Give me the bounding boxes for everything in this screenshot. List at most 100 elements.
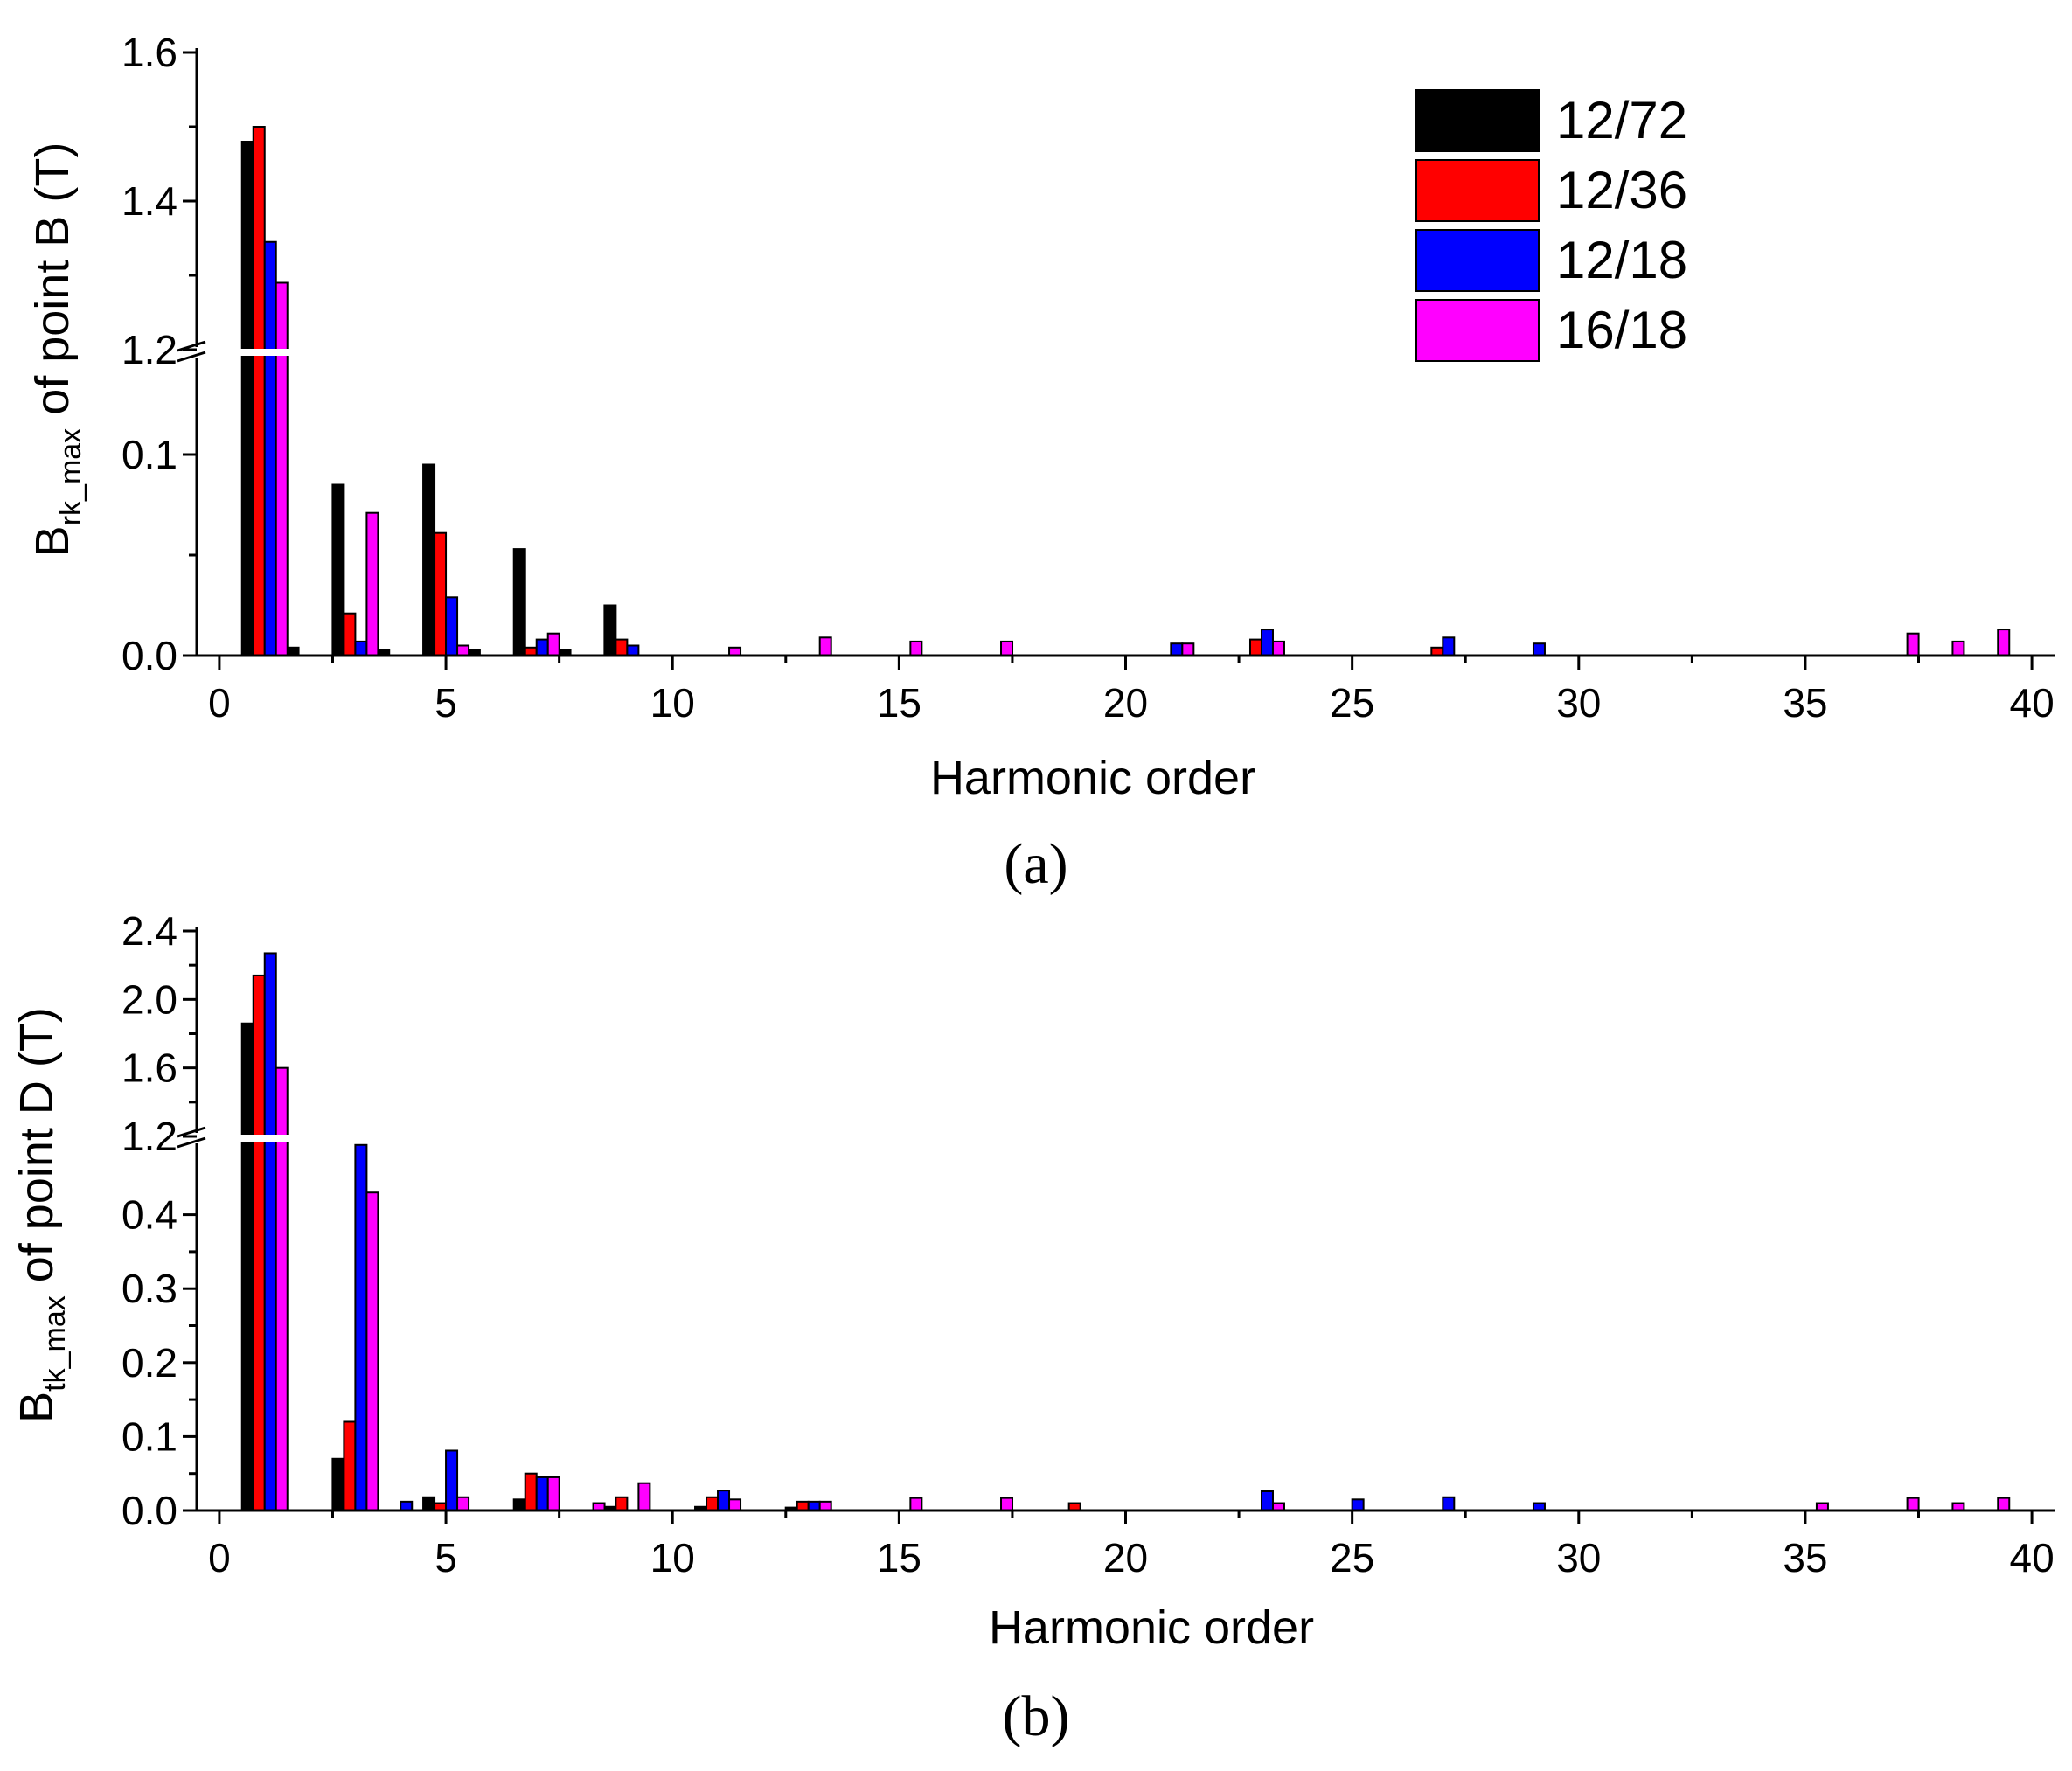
panel-b-y-tick-label: 2.4 (122, 908, 177, 954)
panel-a-bar (535, 638, 549, 656)
panel-a-x-tick-label: 30 (1556, 680, 1601, 726)
panel-b-y-axis-title-rest: of point D (T) (10, 1007, 63, 1295)
panel-b-bar (365, 1191, 379, 1511)
panel-b-bar (275, 1066, 289, 1511)
panel-a-bar (1997, 629, 2011, 656)
panel-b-x-tick-label: 5 (435, 1535, 457, 1580)
panel-b-x-tick-label: 25 (1330, 1535, 1374, 1580)
panel-b-bar (909, 1497, 923, 1512)
legend-swatch-12-18 (1415, 229, 1540, 292)
panel-b-bar (706, 1496, 720, 1511)
panel-b-y-tick-label: 1.2 (122, 1114, 177, 1159)
panel-a-bar (1442, 636, 1456, 656)
panel-b-x-tick-label: 20 (1103, 1535, 1148, 1580)
panel-a-x-axis-title: Harmonic order (930, 752, 1255, 804)
panel-b-bar (512, 1498, 526, 1512)
panel-b-bar (400, 1500, 414, 1512)
panel-a-x-tick-label: 35 (1783, 680, 1827, 726)
panel-a-bar (422, 463, 436, 656)
panel-b-bar (1906, 1497, 1920, 1512)
panel-a-y-tick-label: 0.0 (122, 633, 177, 678)
panel-b-x-tick-label: 35 (1783, 1535, 1827, 1580)
panel-b-bar (535, 1476, 549, 1512)
panel-b-bar (252, 974, 266, 1511)
panel-b-label: (b) (1003, 1684, 1070, 1748)
panel-a-x-tick-label: 15 (877, 680, 921, 726)
panel-a-label: (a) (1004, 832, 1067, 896)
panel-a-bar (252, 126, 266, 656)
panel-b-y-axis-title-sub: tk_max (38, 1295, 72, 1392)
panel-a-axis-break-mark (177, 351, 206, 363)
panel-b-x-tick-label: 15 (877, 1535, 921, 1580)
panel-b-bar (422, 1496, 436, 1511)
panel-a-y-axis-title-sub: rk_max (54, 428, 87, 525)
legend-label-12-36: 12/36 (1556, 161, 1687, 219)
panel-a-ticks: 0 5 10 15 20 25 30 35 40 0.0 0.1 1.2 1.4 1.6 (122, 30, 2055, 726)
panel-b-bar (456, 1496, 470, 1511)
panel-b-x-tick-label: 30 (1556, 1535, 1601, 1580)
legend-label-16-18: 16/18 (1556, 301, 1687, 359)
panel-b-ticks: 0 5 10 15 20 25 30 35 40 0.0 0.1 0.2 0.3 0.4 1.2 1.6 2.0… (122, 908, 2055, 1580)
panel-a-bar (445, 596, 459, 656)
panel-b-bar (796, 1500, 810, 1512)
panel-b-bars (188, 952, 2011, 1512)
legend-label-12-18: 12/18 (1556, 231, 1687, 289)
panel-a-bar (615, 638, 629, 656)
panel-a-x-tick-label: 25 (1330, 680, 1374, 726)
panel-b-y-tick-label: 1.6 (122, 1045, 177, 1091)
panel-b-bar (615, 1496, 629, 1511)
panel-a-bar (603, 604, 617, 656)
panel-a-bar (434, 531, 448, 657)
panel-b-bar (343, 1420, 357, 1511)
panel-a-axes (177, 48, 2055, 657)
panel-b-bar (728, 1498, 742, 1512)
panel-b-bar (546, 1476, 560, 1512)
panel-b-bar (807, 1500, 821, 1512)
panel-a-bar (1170, 642, 1184, 657)
panel-a-x-tick-label: 10 (650, 680, 695, 726)
panel-b-y-tick-label: 0.3 (122, 1266, 177, 1311)
panel-a-bar (1951, 640, 1965, 657)
panel-b-x-axis-title: Harmonic order (989, 1601, 1314, 1654)
panel-b-bar (1997, 1497, 2011, 1512)
panel-a-bar (1906, 632, 1920, 657)
panel-a-x-tick-label: 20 (1103, 680, 1148, 726)
panel-b-x-tick-label: 40 (2009, 1535, 2054, 1580)
panel-a-bar (1000, 640, 1014, 657)
panel-b-bar (717, 1490, 731, 1511)
panel-b-axis-break-mark (177, 1136, 206, 1149)
panel-a-x-tick-label: 5 (435, 680, 457, 726)
panel-b-bar (818, 1500, 832, 1512)
panel-a-bar (626, 644, 640, 656)
panel-a-bar (354, 640, 368, 657)
panel-a-y-tick-label: 1.2 (122, 327, 177, 372)
panel-b-y-tick-label: 0.0 (122, 1488, 177, 1533)
legend-swatch-12-36 (1415, 159, 1540, 222)
panel-a-bar (240, 141, 254, 656)
panel-b-axes (177, 927, 2055, 1512)
panel-a-bar (456, 644, 470, 656)
panel-a-bar (546, 632, 560, 657)
panel-b-bar (1442, 1496, 1456, 1511)
panel-b-bar (1000, 1497, 1014, 1512)
panel-a-bar (331, 483, 345, 656)
legend-label-12-72: 12/72 (1556, 91, 1687, 149)
panel-b-y-tick-label: 0.4 (122, 1192, 177, 1238)
panel-a-axis-break-gap (188, 349, 293, 356)
panel-b-bar (1351, 1498, 1365, 1512)
panel-a-bar (909, 640, 923, 657)
panel-a-y-tick-label: 1.4 (122, 178, 177, 224)
panel-a-bars (188, 126, 2011, 657)
panel-b-axis-break-gap (188, 1135, 293, 1142)
panel-a-bar (818, 636, 832, 656)
panel-a-x-tick-label: 40 (2009, 680, 2054, 726)
legend-swatch-12-72 (1415, 89, 1540, 152)
panel-b-bar (354, 1143, 368, 1511)
panel-b-y-axis-title-main: B (10, 1392, 63, 1423)
panel-a-bar (1181, 642, 1195, 657)
panel-a-y-axis-title: Brk_max of point B (T) (26, 142, 87, 558)
panel-a-bar (1271, 640, 1285, 657)
panel-a-bar (1532, 642, 1546, 657)
panel-b-y-tick-label: 2.0 (122, 976, 177, 1022)
panel-a-bar (1248, 638, 1262, 656)
